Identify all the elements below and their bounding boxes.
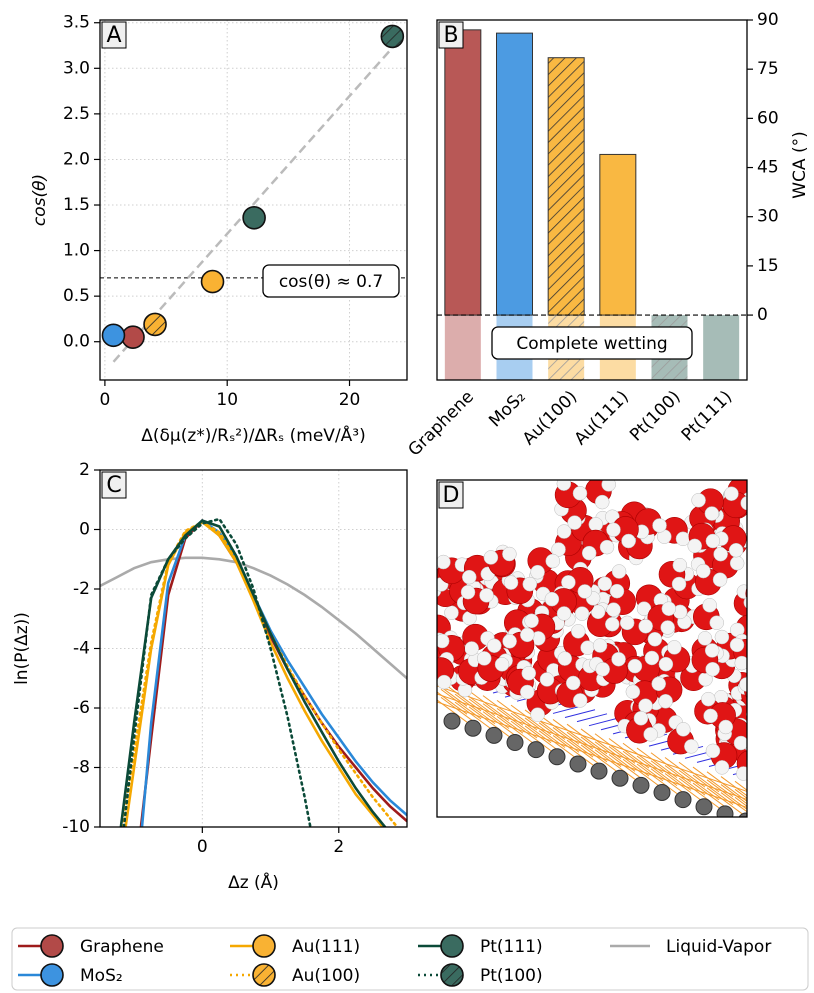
legend-marker: [440, 963, 464, 987]
line: [140, 518, 407, 827]
annotation: cos(θ) ≈ 0.7: [279, 272, 383, 292]
line: [100, 556, 407, 680]
y-tick-label: 45: [757, 158, 779, 178]
panel-d: D: [436, 479, 748, 818]
point: [380, 24, 405, 49]
y-tick-label: -6: [73, 698, 90, 718]
legend-label: Liquid-Vapor: [666, 937, 771, 957]
plot-frame: [99, 19, 408, 381]
y-tick-label: 60: [757, 108, 779, 128]
y-tick-label: -8: [73, 758, 90, 778]
y-tick-label: 2.0: [63, 149, 90, 169]
bar: [444, 29, 482, 316]
x-tick-label: Pt(100): [626, 387, 684, 445]
x-tick-label: 0: [99, 390, 110, 410]
y-tick-label: 1.0: [63, 241, 90, 261]
plot-frame: [436, 19, 748, 381]
x-tick-label: MoS₂: [485, 387, 529, 431]
trend-line: [112, 40, 400, 363]
panel-label: B: [443, 23, 458, 48]
panel-label-box: [101, 21, 127, 49]
panel-a: 0 10 20 0.0 0.5 1.0 1.5 2.0 2.5 3.0 3.5 cos(θ) ≈ 0.…: [30, 13, 408, 446]
x-axis-label: Δ(δμ(z*)/Rₛ²)/ΔRₛ (meV/Å³): [141, 424, 366, 446]
y-tick-label: 2: [79, 460, 90, 480]
y-tick-label: 3.5: [63, 13, 90, 33]
y-tick-label: 0.0: [63, 332, 90, 352]
lines: [100, 517, 407, 827]
legend: Graphene MoS₂ Au(111) Au(100) Pt(111) Pt(100)…: [11, 927, 809, 991]
annotation-box: [262, 264, 400, 298]
y-tick-label: 0: [757, 305, 768, 325]
legend-label: Graphene: [80, 937, 164, 957]
x-tick-label: 10: [216, 390, 238, 410]
x-tick-label: Au(111): [571, 387, 633, 449]
point: [242, 205, 266, 230]
legend-label: Au(100): [292, 966, 360, 986]
legend-frame: [11, 927, 809, 991]
bar-shade: [703, 315, 740, 380]
plot-frame: [436, 479, 748, 818]
point: [200, 269, 225, 294]
legend-label: Pt(100): [480, 966, 543, 986]
annotation-box: [491, 326, 693, 360]
line: [120, 520, 399, 827]
legend-marker: [40, 963, 64, 987]
y-axis-label: WCA (°): [790, 131, 810, 198]
y-tick-label: -10: [62, 817, 90, 837]
y-tick-label: -4: [73, 639, 90, 659]
panel-label-box: [438, 21, 464, 49]
y-tick-label: 3.0: [63, 58, 90, 78]
y-tick-label: 2.5: [63, 104, 90, 124]
y-tick-label: 1.5: [63, 195, 90, 215]
panel-label: D: [443, 483, 460, 508]
bar: [599, 153, 637, 316]
point: [101, 323, 126, 348]
point: [121, 325, 145, 349]
bar: [496, 32, 533, 316]
x-tick-label: Au(100): [519, 387, 581, 449]
x-tick-label: Pt(111): [678, 387, 736, 445]
point: [143, 312, 167, 337]
legend-marker: [440, 934, 464, 958]
y-tick-label: 30: [757, 207, 779, 227]
legend-marker: [40, 934, 64, 958]
x-tick-label: 0: [197, 837, 208, 857]
x-tick-label: Graphene: [404, 387, 477, 460]
panel-label: C: [106, 473, 121, 498]
y-axis-label: ln(P(Δz)): [12, 612, 32, 685]
panel-label: A: [106, 23, 121, 48]
legend-marker: [252, 934, 276, 958]
y-tick-label: 90: [757, 10, 779, 30]
panel-label-box: [101, 471, 127, 499]
legend-label: Pt(111): [480, 937, 543, 957]
line: [122, 517, 312, 827]
x-tick-label: 2: [333, 837, 344, 857]
snapshot: [437, 480, 747, 817]
legend-marker: [252, 963, 276, 987]
y-tick-label: 0.5: [63, 286, 90, 306]
y-tick-label: 75: [757, 59, 779, 79]
y-tick-label: 15: [757, 256, 779, 276]
y-tick-label: 0: [79, 520, 90, 540]
panel-label-box: [438, 481, 464, 509]
plot-frame: [99, 469, 408, 828]
y-tick-label: -2: [73, 579, 90, 599]
bar-shade: [444, 315, 481, 380]
annotation: Complete wetting: [516, 334, 667, 354]
x-tick-label: 20: [339, 390, 361, 410]
bar: [547, 57, 585, 316]
y-axis-label: cos(θ): [30, 174, 50, 226]
legend-label: MoS₂: [80, 966, 123, 986]
x-axis-label: Δz (Å): [228, 871, 279, 893]
legend-label: Au(111): [292, 937, 360, 957]
